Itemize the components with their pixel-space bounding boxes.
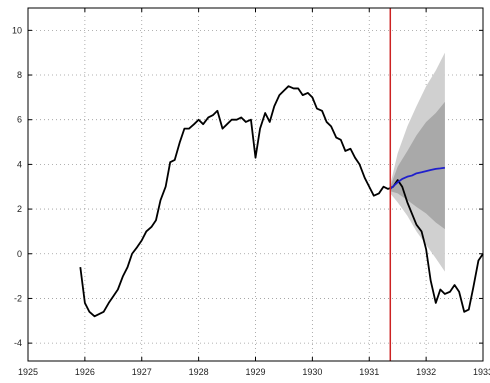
- y-tick-label: 8: [17, 70, 22, 80]
- x-tick-label: 1933: [473, 367, 490, 377]
- x-tick-label: 1929: [245, 367, 265, 377]
- x-tick-label: 1930: [302, 367, 322, 377]
- y-tick-label: -2: [14, 293, 22, 303]
- x-tick-label: 1932: [416, 367, 436, 377]
- x-axis-ticks: 1925 1926 1927 1928 1929 1930 1931 1932 1933: [18, 8, 490, 377]
- y-axis-ticks: -4 -2 0 2 4 6 8 10: [12, 25, 483, 348]
- y-tick-label: 10: [12, 25, 22, 35]
- x-tick-label: 1928: [189, 367, 209, 377]
- x-tick-label: 1925: [18, 367, 38, 377]
- y-tick-label: -4: [14, 338, 22, 348]
- forecast-series-line: [389, 166, 446, 190]
- observed-series-line: [79, 85, 484, 318]
- y-tick-label: 0: [17, 249, 22, 259]
- confidence-bands: [390, 52, 445, 272]
- inner-band: [390, 101, 445, 230]
- x-tick-label: 1926: [75, 367, 95, 377]
- x-tick-label: 1931: [359, 367, 379, 377]
- y-tick-label: 6: [17, 115, 22, 125]
- x-tick-label: 1927: [132, 367, 152, 377]
- y-tick-label: 2: [17, 204, 22, 214]
- series-lines: [79, 85, 484, 318]
- y-tick-label: 4: [17, 159, 22, 169]
